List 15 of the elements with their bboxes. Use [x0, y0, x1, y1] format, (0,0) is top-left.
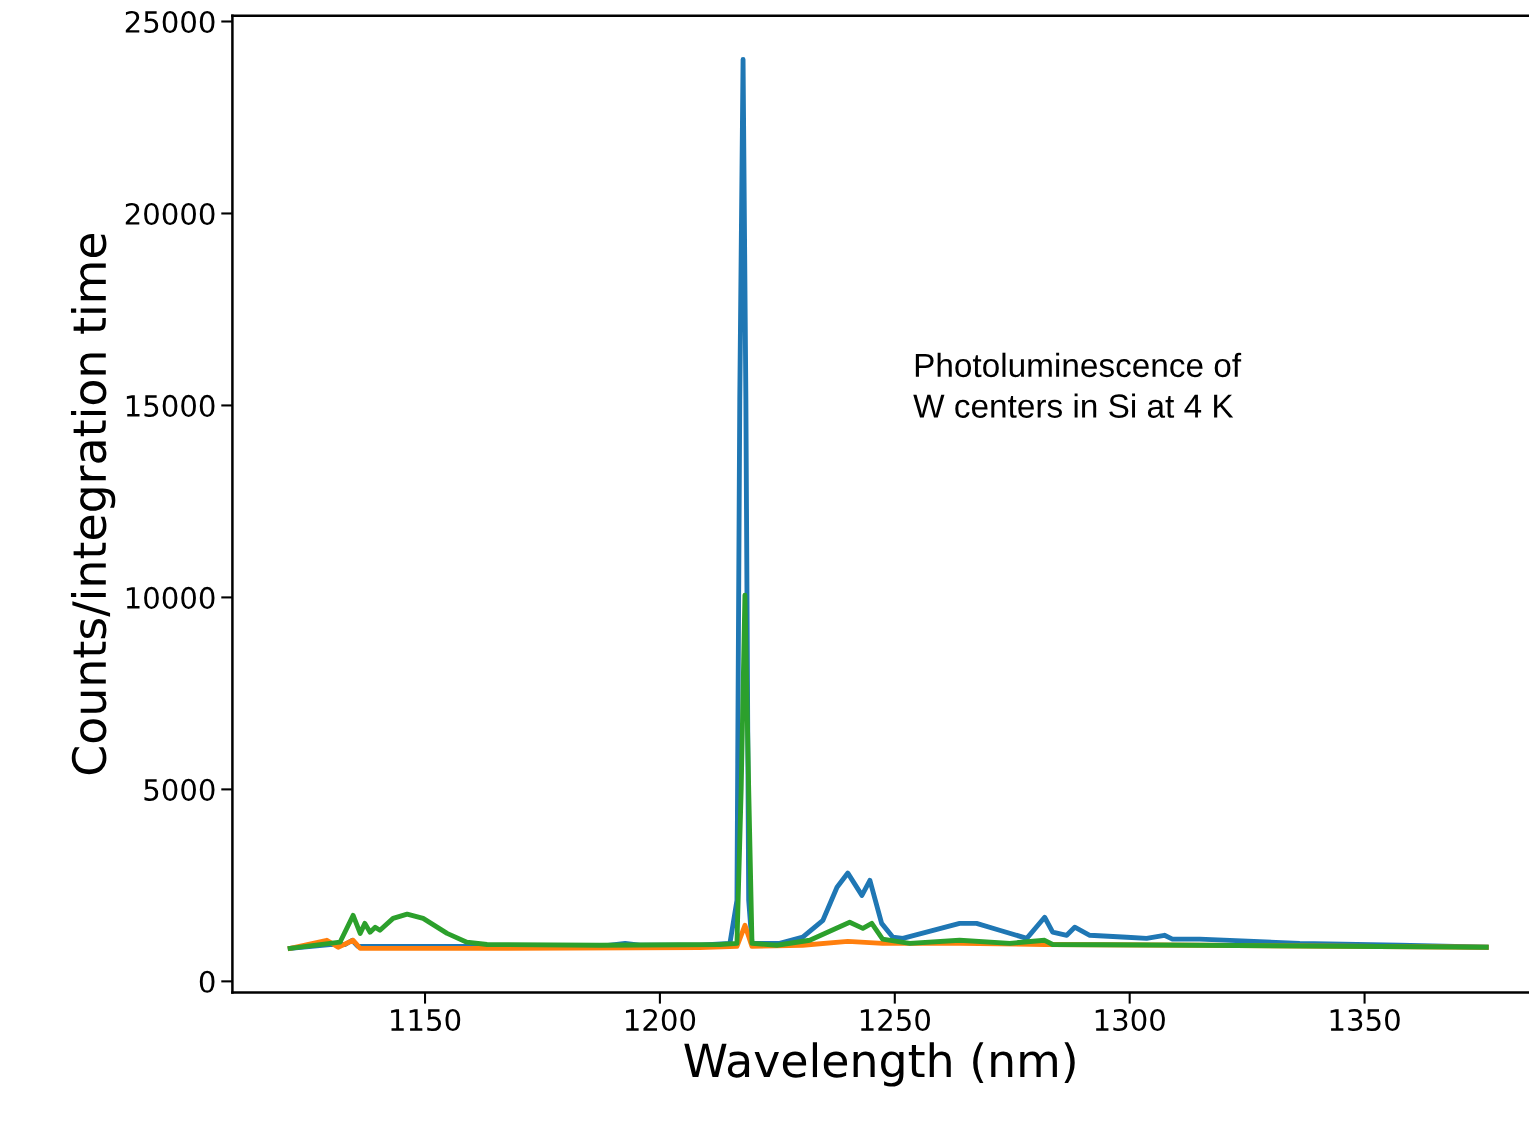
y-tick-label: 0 — [199, 970, 215, 993]
y-axis-title: Counts/integration time — [70, 233, 116, 775]
x-axis-title: Wavelength (nm) — [684, 1042, 1075, 1087]
y-tick-label: 10000 — [126, 586, 215, 609]
x-tick-label: 1350 — [1330, 1008, 1400, 1032]
x-tick-label: 1200 — [626, 1008, 696, 1032]
y-tick-label: 15000 — [126, 394, 215, 417]
x-tick-label: 1150 — [391, 1008, 461, 1032]
y-tick-label: 5000 — [144, 778, 215, 801]
x-tick-label: 1250 — [860, 1008, 930, 1032]
annotation: Photoluminescence of W centers in Si at 4 K — [913, 352, 1242, 418]
line-series — [287, 592, 1489, 951]
x-tick-label: 1300 — [1095, 1008, 1165, 1032]
y-tick-label: 20000 — [125, 202, 215, 225]
y-tick-label: 25000 — [125, 10, 215, 33]
